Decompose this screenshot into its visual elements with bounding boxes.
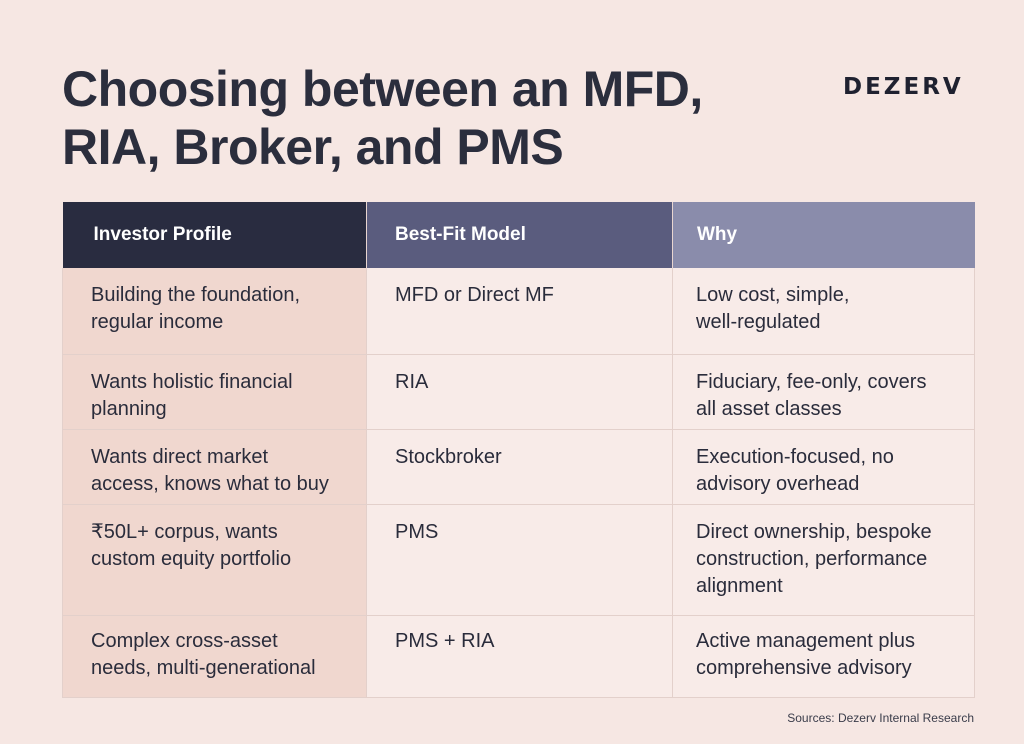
source-note: Sources: Dezerv Internal Research [787, 711, 974, 725]
profile-cell-text: planning [91, 398, 167, 420]
profile-cell-text: access, knows what to buy [91, 473, 329, 495]
why-cell: Active management plus comprehensive advi… [672, 615, 975, 698]
profile-cell-text: Complex cross-asset [91, 630, 278, 652]
why-cell-text: Low cost, simple, [696, 284, 850, 306]
model-cell-text: PMS + RIA [395, 630, 495, 652]
why-cell-text: Direct ownership, bespoke [696, 521, 932, 543]
model-cell: PMS + RIA [366, 615, 673, 698]
profile-cell-text: ₹50L+ corpus, wants [91, 521, 278, 543]
table-body: Building the foundation, regular income MF… [62, 268, 975, 698]
model-cell-text: MFD or Direct MF [395, 284, 554, 306]
model-cell: Stockbroker [366, 429, 673, 505]
model-cell-text: RIA [395, 371, 429, 393]
header-why: Why [672, 202, 975, 268]
table-header-row: Investor Profile Best-Fit Model Why [62, 202, 975, 268]
why-cell-text: Fiduciary, fee-only, covers [696, 371, 927, 393]
table-row: Wants holistic financial planning RIA Fiduc… [62, 354, 975, 430]
title-line-1: Choosing between an MFD, [62, 61, 703, 117]
model-cell-text: PMS [395, 521, 439, 543]
profile-cell: Complex cross-asset needs, multi-generati… [62, 615, 367, 698]
profile-cell-text: custom equity portfolio [91, 548, 292, 570]
header-best-fit-model: Best-Fit Model [366, 202, 673, 268]
why-cell-text: comprehensive advisory [696, 657, 912, 679]
profile-cell: Wants holistic financial planning [62, 354, 367, 430]
model-cell: RIA [366, 354, 673, 430]
why-cell: Execution-focused, no advisory overhead [672, 429, 975, 505]
table-row: ₹50L+ corpus, wants custom equity portfol… [62, 504, 975, 616]
comparison-table: Investor Profile Best-Fit Model Why Buil… [62, 202, 975, 698]
why-cell-text: alignment [696, 575, 783, 597]
why-cell-text: advisory overhead [696, 473, 860, 495]
profile-cell-text: Wants holistic financial [91, 371, 293, 393]
why-cell-text: all asset classes [696, 398, 842, 420]
table-row: Complex cross-asset needs, multi-generati… [62, 615, 975, 698]
profile-cell: Wants direct market access, knows what to… [62, 429, 367, 505]
page-title: Choosing between an MFD, RIA, Broker, an… [62, 60, 703, 176]
table-row: Wants direct market access, knows what to… [62, 429, 975, 505]
why-cell-text: Execution-focused, no [696, 446, 894, 468]
profile-cell: ₹50L+ corpus, wants custom equity portfol… [62, 504, 367, 616]
model-cell: PMS [366, 504, 673, 616]
why-cell: Direct ownership, bespoke construction, p… [672, 504, 975, 616]
profile-cell-text: needs, multi-generational [91, 657, 316, 679]
why-cell-text: construction, performance [696, 548, 928, 570]
header-investor-profile: Investor Profile [62, 202, 367, 268]
why-cell-text: Active management plus [696, 630, 916, 652]
model-cell-text: Stockbroker [395, 446, 502, 468]
profile-cell-text: regular income [91, 311, 224, 333]
title-line-2: RIA, Broker, and PMS [62, 119, 564, 175]
dezerv-logo: DEZERV [843, 74, 964, 100]
profile-cell: Building the foundation, regular income [62, 268, 367, 355]
profile-cell-text: Wants direct market [91, 446, 269, 468]
table-row: Building the foundation, regular income MF… [62, 268, 975, 355]
model-cell: MFD or Direct MF [366, 268, 673, 355]
why-cell: Fiduciary, fee-only, covers all asset cla… [672, 354, 975, 430]
why-cell-text: well-regulated [696, 311, 821, 333]
profile-cell-text: Building the foundation, [91, 284, 301, 306]
why-cell: Low cost, simple, well-regulated [672, 268, 975, 355]
